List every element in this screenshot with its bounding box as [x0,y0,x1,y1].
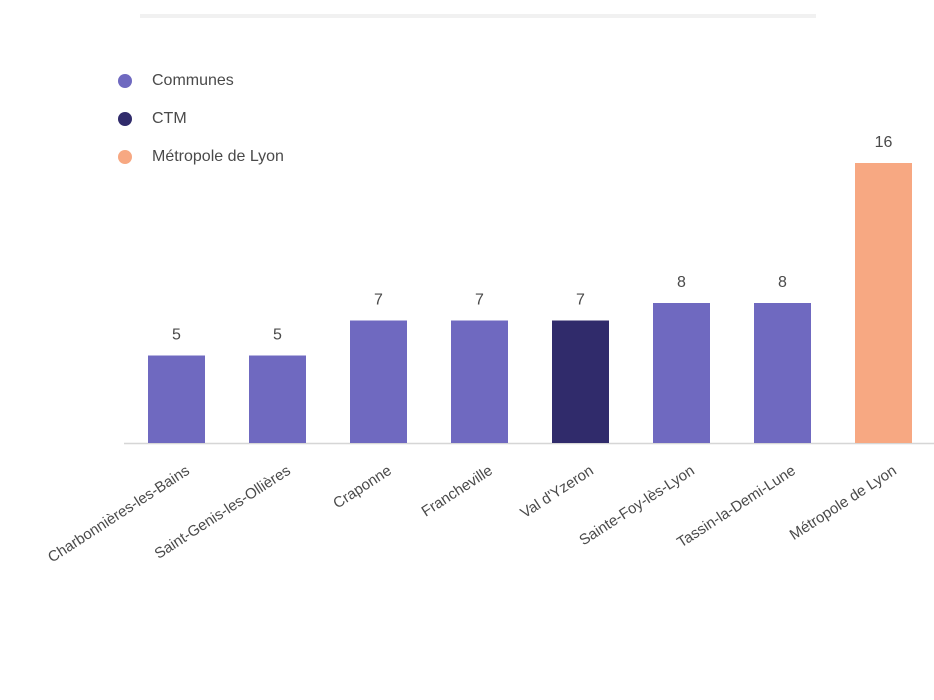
legend-item-metropole: Métropole de Lyon [118,138,284,176]
bar [249,355,306,443]
x-tick-label: Francheville [419,462,496,520]
chart-legend: Communes CTM Métropole de Lyon [118,62,284,176]
legend-marker-metropole [118,150,132,164]
bar [653,303,710,443]
legend-item-ctm: CTM [118,100,284,138]
bar-value-label: 7 [576,292,585,309]
bar [552,320,609,443]
top-divider [140,14,816,18]
legend-label-communes: Communes [152,72,234,89]
bar-value-label: 5 [172,327,181,344]
legend-item-communes: Communes [118,62,284,100]
legend-label-ctm: CTM [152,110,187,127]
bar [350,320,407,443]
x-tick-label: Métropole de Lyon [787,462,900,544]
bar-value-label: 7 [374,292,383,309]
x-tick-label: Craponne [330,462,395,512]
legend-marker-communes [118,74,132,88]
bar [148,355,205,443]
bar-value-label: 7 [475,292,484,309]
bar-value-label: 16 [875,134,893,151]
bar-value-label: 5 [273,327,282,344]
bar [754,303,811,443]
bar-value-label: 8 [778,274,787,291]
legend-label-metropole: Métropole de Lyon [152,148,284,165]
bar [855,163,912,443]
bar [451,320,508,443]
legend-marker-ctm [118,112,132,126]
x-tick-label: Val d'Yzeron [517,462,596,522]
bar-value-label: 8 [677,274,686,291]
